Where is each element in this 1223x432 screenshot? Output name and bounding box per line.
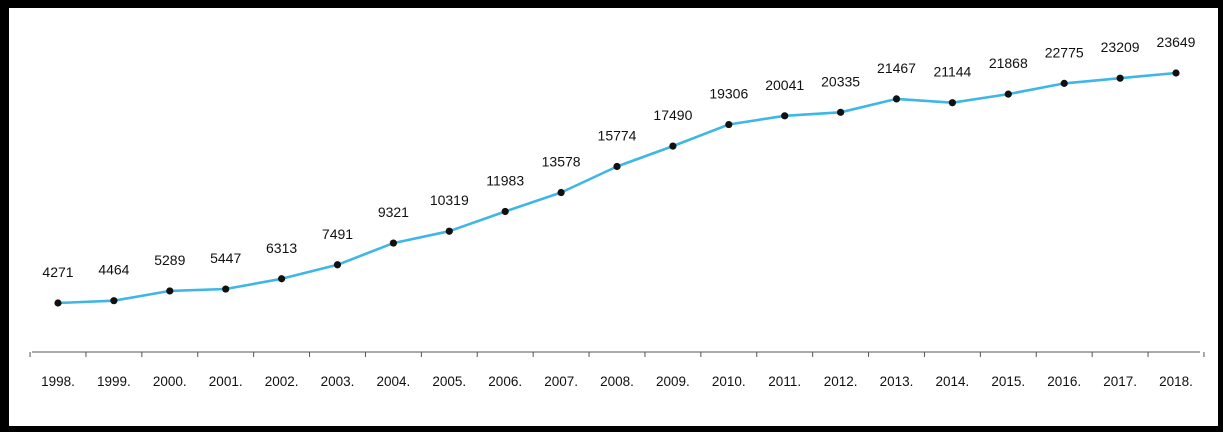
data-point xyxy=(222,285,230,293)
data-label: 5447 xyxy=(210,250,241,266)
data-label: 21467 xyxy=(877,60,916,76)
x-tick-label: 2000. xyxy=(153,374,187,389)
data-label: 13578 xyxy=(542,154,581,170)
data-point xyxy=(557,188,565,197)
x-tick-label: 1999. xyxy=(97,374,131,389)
data-point xyxy=(501,207,509,216)
x-tick-label: 2007. xyxy=(544,374,578,389)
data-point xyxy=(166,287,174,295)
data-label: 21868 xyxy=(989,55,1028,71)
data-point xyxy=(669,142,677,150)
x-tick-label: 2009. xyxy=(656,374,690,389)
x-axis xyxy=(29,351,1205,357)
x-tick-label: 2002. xyxy=(265,374,299,389)
x-tick-label: 2016. xyxy=(1047,374,1081,389)
data-point xyxy=(948,99,957,107)
data-label: 10319 xyxy=(430,192,469,208)
data-label: 7491 xyxy=(322,226,353,242)
x-tick-label: 2014. xyxy=(936,374,970,389)
series-line xyxy=(56,71,1178,305)
x-tick-label: 2012. xyxy=(824,374,858,389)
data-label: 21144 xyxy=(933,64,971,80)
data-label: 4271 xyxy=(42,264,73,280)
x-tick-label: 2008. xyxy=(600,374,634,389)
x-tick-label: 2011. xyxy=(768,374,801,389)
data-label: 23649 xyxy=(1157,34,1196,50)
data-label: 15774 xyxy=(598,127,637,143)
data-point xyxy=(110,297,118,305)
x-tick-label: 2018. xyxy=(1159,374,1193,389)
x-tick-label: 2003. xyxy=(321,374,355,389)
data-point xyxy=(54,299,62,307)
data-label: 17490 xyxy=(653,107,692,123)
data-point xyxy=(389,239,397,247)
x-tick-label: 2006. xyxy=(488,374,522,389)
data-label: 20335 xyxy=(821,73,860,89)
x-tick-label: 2017. xyxy=(1103,374,1137,389)
data-label: 9321 xyxy=(378,204,409,220)
x-tick-label: 1998. xyxy=(41,374,75,389)
series-line-group xyxy=(56,71,1178,305)
data-point xyxy=(1060,79,1068,87)
data-point xyxy=(1004,90,1012,98)
x-tick-label: 2010. xyxy=(712,374,746,389)
data-point xyxy=(781,112,789,120)
data-label: 23209 xyxy=(1101,39,1140,55)
data-label: 11983 xyxy=(486,172,524,188)
data-points xyxy=(54,69,1180,307)
data-point xyxy=(837,108,845,116)
data-label: 6313 xyxy=(266,240,297,256)
data-point xyxy=(613,162,621,171)
data-point xyxy=(1116,74,1124,82)
data-label: 20041 xyxy=(765,77,804,93)
data-point xyxy=(892,95,901,103)
data-point xyxy=(1172,69,1180,77)
data-label: 22775 xyxy=(1045,44,1084,60)
data-point xyxy=(445,227,453,235)
data-point xyxy=(278,275,286,283)
x-tick-label: 2015. xyxy=(991,374,1025,389)
x-tick-label: 2004. xyxy=(377,374,411,389)
data-point xyxy=(725,120,733,129)
data-labels: 4271 4464 5289 5447 6313 7491 9321 10319 11983 13… xyxy=(42,34,1195,280)
x-tick-label: 2005. xyxy=(432,374,466,389)
data-label: 19306 xyxy=(709,86,748,102)
x-tick-label: 2001. xyxy=(209,374,243,389)
x-tick-labels: 1998. 1999. 2000. 2001. 2002. 2003. 2004. 2005.… xyxy=(41,374,1193,389)
data-label: 4464 xyxy=(98,262,129,278)
data-label: 5289 xyxy=(154,252,185,268)
data-point xyxy=(333,261,342,269)
x-tick-label: 2013. xyxy=(880,374,914,389)
